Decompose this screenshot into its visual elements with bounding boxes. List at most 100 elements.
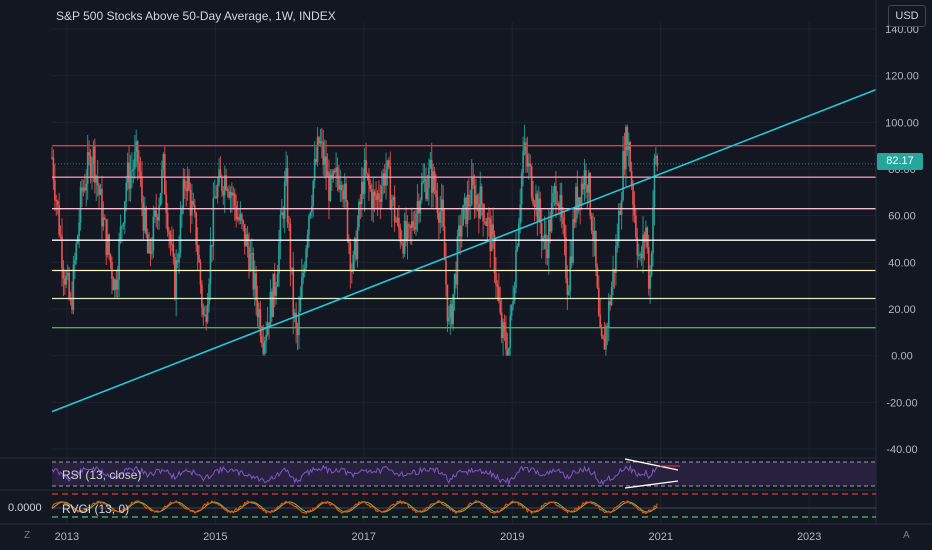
candle-body [533,203,536,207]
candle-body [410,221,413,228]
candle-body [306,234,309,249]
candle-body [590,215,593,231]
candle-body [178,252,180,263]
candle-body [566,278,569,295]
candle-body [58,205,60,235]
candle-body [370,188,373,209]
candle-body [222,190,225,196]
candle-body [455,273,457,285]
candle-body [203,314,206,316]
candle-body [209,244,212,285]
auto-scale-button[interactable]: A [903,530,910,541]
candle-body [582,183,584,190]
candle-body [269,291,272,326]
rvgi-line [51,499,658,515]
candle-body [232,193,235,196]
x-tick-label: 2021 [648,531,672,543]
candle-body [492,224,494,236]
candle-body [302,272,305,278]
candle-body [131,170,133,172]
candle-body [616,241,619,246]
candle-body [102,217,105,227]
rsi-wedge-lower [624,480,679,489]
candle-body [599,314,601,328]
rvgi-value: 0.0000 [8,502,42,514]
candle-body [453,273,456,295]
candle-body [383,173,386,186]
candle-body [228,191,230,198]
candle-body [345,183,347,203]
candle-body [446,284,449,322]
candle-body [312,180,315,206]
candle-body [99,188,102,195]
price-axis[interactable]: 140.00120.00100.0080.0060.0040.0020.000.… [875,0,919,524]
candle-body [369,184,372,189]
candle-body [55,199,58,202]
candle-body [161,168,163,194]
candle-body [259,309,262,336]
candle-body [525,142,527,155]
candle-body [229,192,232,198]
candle-body [623,151,626,170]
candle-body [502,322,504,339]
candle-body [463,197,466,206]
candle-body [552,192,554,203]
candle-body [175,260,177,299]
candle-body [565,237,567,279]
candle-body [488,217,490,219]
candle-body [499,301,502,313]
candle-body [595,230,597,268]
candle-body [489,218,492,252]
candle-body [350,270,353,272]
candle-body [392,196,394,201]
x-tick-label: 2023 [797,531,821,543]
candle-body [125,182,128,202]
candle-body [138,162,140,172]
candle-body [218,169,220,184]
candle-body [625,127,627,170]
candle-body [186,176,189,192]
candle-body [305,248,307,269]
candle-body [158,205,160,221]
candle-body [172,244,175,258]
candle-body [509,315,512,348]
candle-body [135,141,138,152]
currency-button[interactable]: USD [888,5,926,27]
candle-body [133,151,136,169]
candle-body [395,221,397,223]
candle-body [326,171,329,177]
candle-body [149,241,152,254]
candle-body [196,245,199,255]
candle-body [586,185,589,193]
time-axis[interactable]: 2013 2015 2017 2019 2021 2023 [0,523,932,543]
candle-body [81,187,83,192]
candle-body [577,197,580,211]
candle-body [183,179,186,189]
candle-body [559,194,562,210]
rvgi-indicator-label[interactable]: RVGI (13, 0) [62,502,130,516]
candle-body [596,267,599,288]
candle-body [75,243,78,261]
candle-body [104,217,106,220]
y-tick-label: -40.00 [886,444,917,456]
candle-body [602,335,604,339]
candle-body [336,167,339,179]
candle-body [89,155,92,177]
y-tick-label: 100.00 [885,117,919,129]
candle-body [65,275,68,285]
candle-body [288,222,290,224]
candle-body [543,234,546,238]
rsi-indicator-label[interactable]: RSI (13, close) [62,468,142,482]
candle-body [420,182,423,201]
candle-body [498,286,500,302]
candle-body [91,164,93,177]
zoom-z-button[interactable]: Z [24,530,31,541]
candle-body [500,312,503,339]
y-tick-label: 120.00 [885,71,919,83]
candle-body [368,174,370,185]
candle-body [255,273,257,301]
candle-body [66,272,69,276]
candle-body [589,173,591,216]
candle-body [572,219,574,263]
